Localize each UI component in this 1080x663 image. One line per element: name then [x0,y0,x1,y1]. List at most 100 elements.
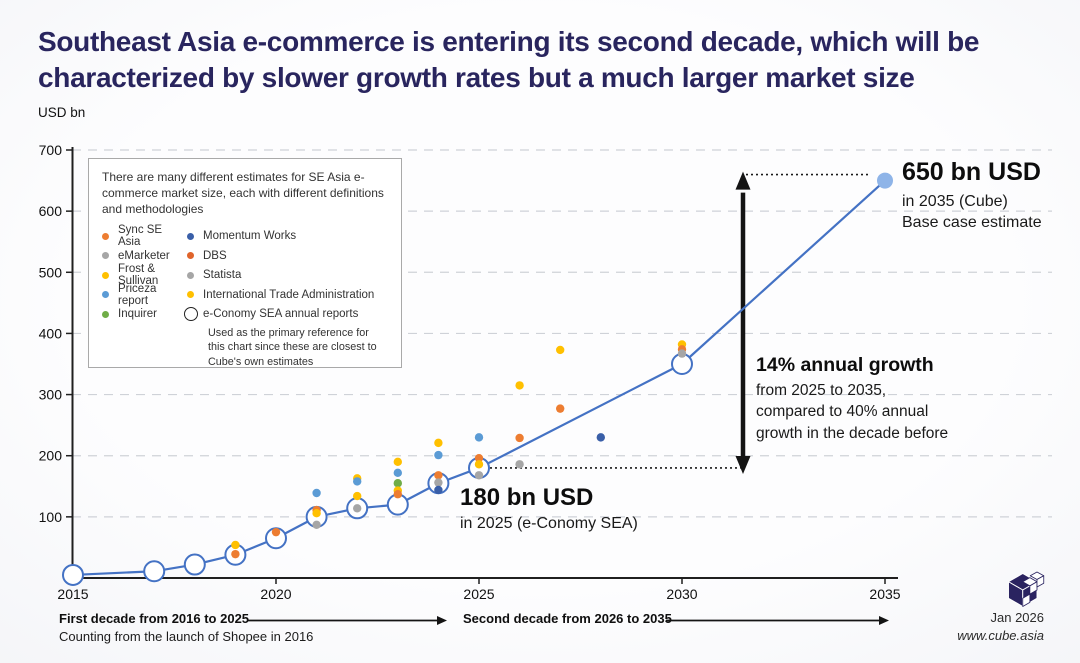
growth-arrow-head-down [735,455,751,474]
legend-dot-icon [102,232,109,240]
site-url: www.cube.asia [957,628,1044,644]
legend-item-label: DBS [203,249,227,262]
legend-item-label: Priceza report [118,282,157,307]
annotation-180bn-headline: 180 bn USD [460,484,594,511]
estimate-dot-gray [677,349,687,358]
estimate-dot-gray [474,471,484,480]
estimate-dot-yellow [312,508,321,518]
second-decade-arrow-head [879,616,889,625]
annotation-650bn-line1: in 2035 (Cube) [902,193,1008,210]
legend-column-2: Momentum Works DBS Statista International T… [184,226,388,369]
y-axis-tick-label: 300 [39,387,63,403]
legend-item: Momentum Works [187,226,388,246]
estimate-dot-gray [353,504,362,513]
legend-econcomy-note: Used as the primary reference for this c… [208,326,377,368]
estimate-dot-gray [515,460,524,469]
legend-item: eMarketer [102,246,187,266]
legend-item: DBS [187,246,388,266]
estimate-dot-lightblue [434,450,443,460]
estimate-dot-lightblue [393,468,402,478]
page-title: Southeast Asia e-commerce is entering it… [38,26,980,93]
estimate-dot-lightblue [353,477,362,486]
estimate-dot-yellow [353,491,362,501]
econcomy-marker [62,563,84,586]
cube-logo [1008,571,1045,607]
legend-item-label: Statista [203,269,242,282]
legend-item-label: Frost & Sullivan [118,263,159,288]
y-axis-unit-label: USD bn [38,105,86,120]
annotation-growth-headline: 14% annual growth [756,354,934,376]
annotation-650bn-headline: 650 bn USD [902,158,1041,186]
estimate-dot-orange [474,453,484,463]
growth-arrow-head-up [735,171,751,190]
date-site-block: Jan 2026 www.cube.asia [957,609,1044,645]
estimate-dot-orange [271,527,281,537]
estimate-dot-darkblue [434,485,443,495]
x-axis-tick-label: 2020 [260,586,291,602]
x-axis-tick-label: 2025 [463,586,494,602]
estimate-dot-darkblue [596,433,605,442]
estimate-dot-orange [393,490,402,499]
estimate-dot-yellow [434,438,443,448]
y-axis-tick-label: 400 [39,325,63,341]
legend-intro: There are many different estimates for S… [102,170,384,216]
estimate-dot-yellow [515,381,524,390]
second-decade-label: Second decade from 2026 to 2035 [463,611,672,626]
estimate-dot-orange [231,549,240,559]
y-axis-tick-label: 500 [39,264,63,280]
legend-item-label: Sync SE Asia [118,224,163,249]
legend-dot-icon [102,291,109,299]
annotation-180bn: 180 bn USD in 2025 (e-Conomy SEA) [460,484,638,533]
legend-dot-icon [102,271,109,279]
endpoint-2035-marker [877,172,893,189]
annotation-growth-line2: compared to 40% annual [756,403,929,421]
legend-dot-icon [187,252,194,260]
legend-dot-icon [187,232,194,240]
legend-item-econcomy: e-Conomy SEA annual reports [184,304,388,324]
econcomy-circle-icon [184,307,198,322]
legend-dot-icon [187,271,194,279]
estimate-dot-orange [515,433,524,443]
legend-item: Priceza report [102,282,187,307]
legend-item: Sync SE Asia [102,224,187,249]
legend-item-label: e-Conomy SEA annual reports [203,308,359,321]
y-axis-tick-label: 600 [39,203,63,219]
estimate-dot-lightblue [312,488,321,498]
annotation-650bn-line2: Base case estimate [902,214,1042,232]
estimate-dot-gray [434,478,443,487]
first-decade-label: First decade from 2016 to 2025 [59,611,250,626]
estimate-dot-green [393,479,402,488]
legend-item: Statista [187,265,388,285]
legend-item-label: International Trade Administration [203,288,375,301]
annotation-growth-line1: from 2025 to 2035, [756,382,887,399]
legend-dot-icon [102,252,109,260]
estimate-dot-orange [434,471,443,480]
estimate-dot-yellow [393,457,402,467]
legend-columns: Sync SE Asia eMarketer Frost & Sullivan Pri… [102,224,388,369]
estimate-dot-orange [556,404,565,413]
estimate-dot-yellow [231,540,240,550]
x-axis-tick-label: 2035 [869,586,900,602]
legend-item: Inquirer [102,304,187,324]
annotation-650bn: 650 bn USD in 2035 (Cube) Base case esti… [902,158,1042,233]
estimate-dot-lightblue [474,433,484,442]
econcomy-marker [183,553,206,576]
x-axis-tick-label: 2030 [666,586,697,602]
legend-item: Frost & Sullivan [102,263,187,288]
estimate-dot-yellow [474,460,484,469]
legend-box: There are many different estimates for S… [88,158,402,368]
date-label: Jan 2026 [990,610,1045,625]
estimate-dot-gray [312,520,321,530]
legend-item-label: eMarketer [118,249,170,262]
legend-item: International Trade Administration [187,285,388,305]
x-axis-tick-label: 2015 [57,586,88,602]
legend-column-1: Sync SE Asia eMarketer Frost & Sullivan Pri… [102,224,187,369]
legend-dot-icon [187,291,194,299]
first-decade-subnote: Counting from the launch of Shopee in 20… [59,629,314,644]
y-axis-tick-label: 100 [39,509,63,525]
estimate-dot-yellow [556,345,565,355]
legend-dot-icon [102,310,109,318]
annotation-180bn-line1: in 2025 (e-Conomy SEA) [460,515,638,532]
econcomy-marker [143,560,166,583]
